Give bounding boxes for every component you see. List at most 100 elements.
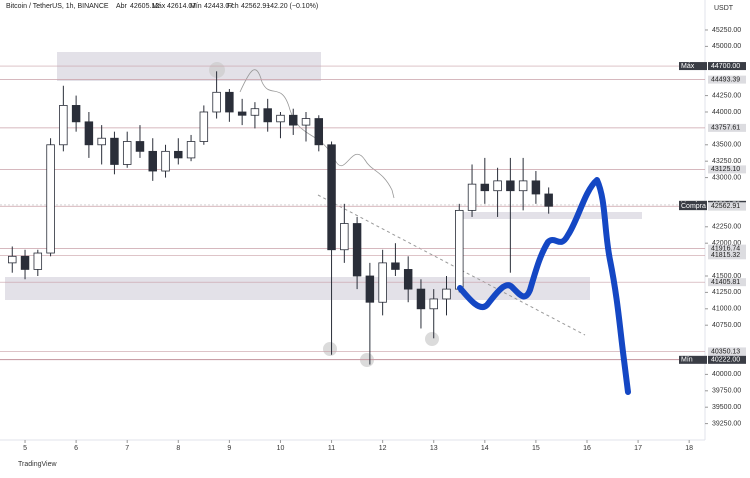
y-tick-label: 41250.00 bbox=[712, 289, 741, 296]
y-tick-label: 39750.00 bbox=[712, 388, 741, 395]
candle-body bbox=[480, 183, 490, 192]
candle-body bbox=[186, 141, 196, 159]
x-tick-label: 17 bbox=[634, 445, 642, 452]
price-label: 43125.10 bbox=[711, 166, 740, 173]
candle-body bbox=[33, 252, 43, 270]
open-label: Abr bbox=[116, 3, 128, 10]
price-tag: Máx bbox=[681, 63, 695, 70]
x-tick-label: 9 bbox=[227, 445, 231, 452]
candle-body bbox=[327, 144, 336, 251]
candle-body bbox=[250, 108, 260, 116]
price-tag-box bbox=[679, 62, 707, 71]
candle-body bbox=[263, 108, 272, 123]
x-tick-label: 7 bbox=[125, 445, 129, 452]
candle-body bbox=[148, 150, 157, 172]
price-label: 41815.32 bbox=[711, 252, 740, 259]
change: −42.20 (−0.10%) bbox=[266, 3, 318, 10]
price-label-box bbox=[708, 244, 746, 253]
candle-body bbox=[365, 275, 375, 303]
price-label-box bbox=[708, 75, 746, 84]
candle-body bbox=[301, 118, 311, 126]
candle-body bbox=[110, 137, 119, 165]
candle-body bbox=[391, 262, 400, 270]
close-value: 42562.91 bbox=[241, 3, 270, 10]
freehand-drawing bbox=[457, 177, 631, 395]
price-label: 40350.13 bbox=[711, 348, 740, 355]
candle-body bbox=[531, 180, 541, 195]
currency: USDT bbox=[714, 5, 734, 12]
candle-body bbox=[59, 105, 68, 146]
x-tick-label: 12 bbox=[379, 445, 387, 452]
candle-body bbox=[506, 180, 515, 192]
candle-body bbox=[455, 209, 464, 290]
y-tick-label: 45000.00 bbox=[712, 43, 741, 50]
x-tick-label: 13 bbox=[430, 445, 438, 452]
price-label-box bbox=[708, 62, 746, 71]
price-label-box bbox=[708, 347, 746, 356]
candle-body bbox=[276, 114, 285, 123]
candle-body bbox=[493, 180, 502, 192]
marker-circle bbox=[323, 342, 337, 356]
candle-body bbox=[161, 150, 170, 172]
y-tick-label: 41000.00 bbox=[712, 306, 741, 313]
candle-body bbox=[174, 150, 183, 159]
plot-area bbox=[0, 65, 705, 365]
candle-body bbox=[429, 298, 438, 310]
low-value: 42443.07 bbox=[204, 3, 233, 10]
price-label: 44493.39 bbox=[711, 76, 740, 83]
price-label-box bbox=[708, 355, 746, 364]
candle-body bbox=[442, 288, 451, 300]
y-tick-label: 40000.00 bbox=[712, 371, 741, 378]
price-label: 40222.00 bbox=[711, 357, 740, 364]
y-tick-label: 42250.00 bbox=[712, 224, 741, 231]
price-label-box bbox=[708, 165, 746, 174]
candle-body bbox=[416, 288, 426, 310]
zone-box bbox=[455, 212, 642, 219]
candle-body bbox=[71, 105, 81, 123]
price-label: 41405.81 bbox=[711, 279, 740, 286]
candle-body bbox=[84, 121, 94, 146]
low-label: Mín bbox=[190, 3, 202, 10]
high-label: Máx bbox=[152, 3, 166, 10]
y-tick-label: 39250.00 bbox=[712, 420, 741, 427]
price-label: 44700.00 bbox=[711, 63, 740, 70]
candle-body bbox=[340, 223, 349, 251]
candle-body bbox=[122, 141, 132, 165]
price-label-box bbox=[708, 123, 746, 132]
high-value: 42614.07 bbox=[167, 3, 196, 10]
x-tick-label: 8 bbox=[176, 445, 180, 452]
marker-circle bbox=[425, 332, 439, 346]
price-label-box bbox=[708, 202, 746, 211]
candle-body bbox=[289, 114, 298, 126]
price-tag-box bbox=[679, 202, 707, 211]
x-tick-label: 15 bbox=[532, 445, 540, 452]
price-tag: Compra bbox=[681, 203, 706, 210]
price-label: 42562.91 bbox=[711, 203, 740, 210]
y-tick-label: 42000.00 bbox=[712, 240, 741, 247]
zone-box bbox=[57, 52, 321, 81]
candle-body bbox=[46, 144, 55, 254]
candle-body bbox=[518, 180, 528, 192]
x-tick-label: 16 bbox=[583, 445, 591, 452]
candle-body bbox=[8, 255, 17, 264]
y-tick-label: 41500.00 bbox=[712, 273, 741, 280]
price-label: 41916.74 bbox=[711, 245, 740, 252]
candle-body bbox=[352, 223, 362, 277]
y-tick-label: 44250.00 bbox=[712, 92, 741, 99]
open-value: 42605.12 bbox=[130, 3, 159, 10]
brand: TradingView bbox=[18, 461, 57, 468]
price-label: 43757.61 bbox=[711, 125, 740, 132]
symbol: Bitcoin / TetherUS, 1h, BINANCE bbox=[6, 3, 109, 10]
price-label-box bbox=[708, 251, 746, 260]
trend-line bbox=[317, 194, 586, 336]
y-tick-label: 43000.00 bbox=[712, 174, 741, 181]
x-tick-label: 10 bbox=[277, 445, 285, 452]
x-tick-label: 6 bbox=[74, 445, 78, 452]
y-tick-label: 39500.00 bbox=[712, 404, 741, 411]
candle-body bbox=[20, 255, 30, 270]
y-tick-label: 44000.00 bbox=[712, 109, 741, 116]
price-tag: Mín bbox=[681, 357, 693, 364]
candle-body bbox=[225, 91, 234, 113]
y-tick-label: 40750.00 bbox=[712, 322, 741, 329]
